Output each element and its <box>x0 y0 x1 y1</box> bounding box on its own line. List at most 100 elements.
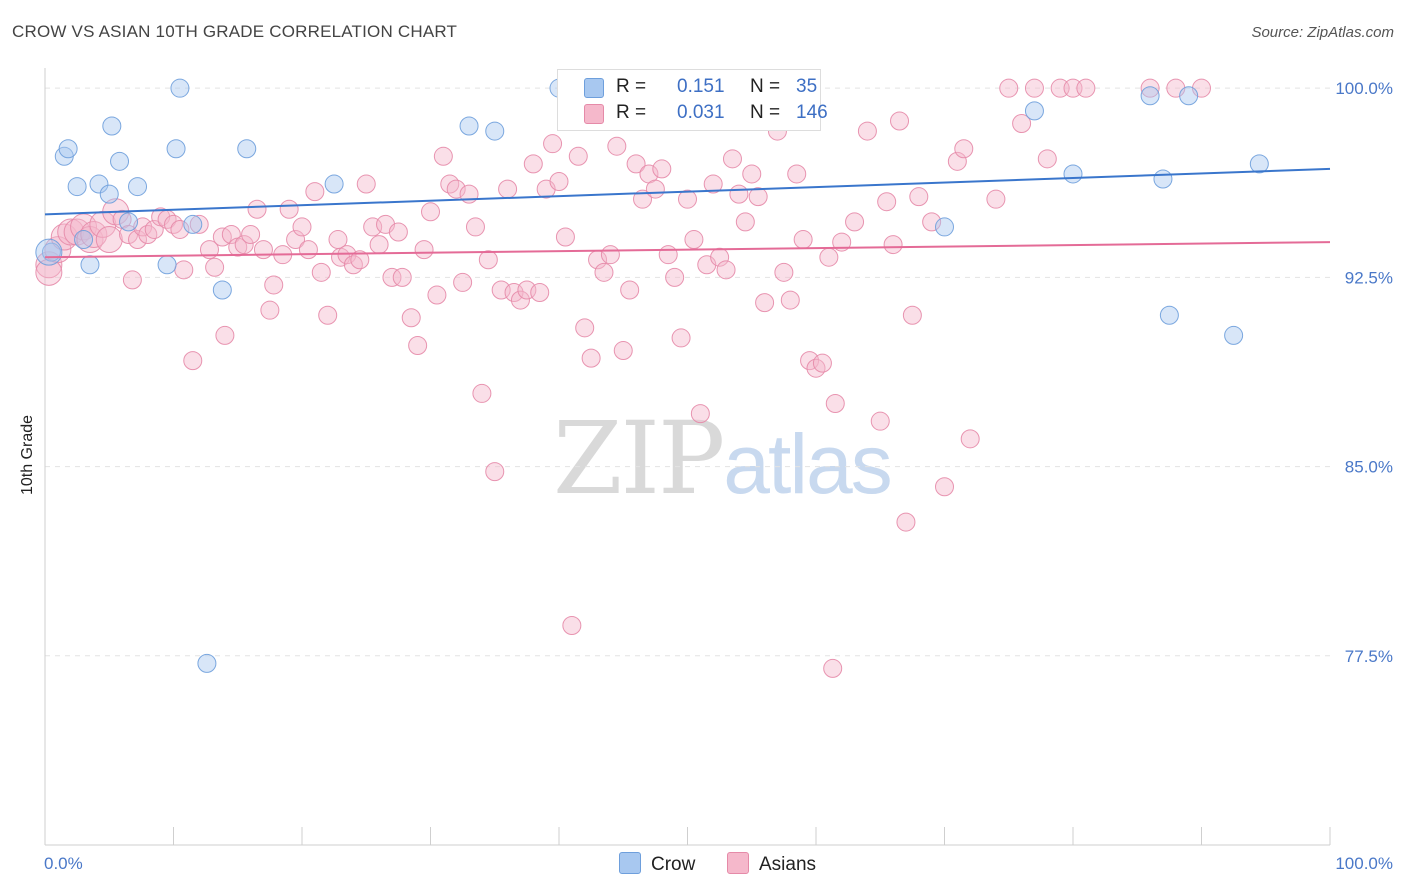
point-crow <box>1159 305 1179 325</box>
watermark-zip: ZIP <box>553 400 725 517</box>
chart-title: CROW VS ASIAN 10TH GRADE CORRELATION CHA… <box>12 22 458 41</box>
point-asians <box>857 121 877 141</box>
point-asians <box>530 283 550 303</box>
point-asians <box>305 182 325 202</box>
point-crow <box>935 217 954 237</box>
point-asians <box>1140 78 1160 98</box>
point-asians <box>286 230 306 250</box>
point-asians <box>870 411 890 431</box>
legend-swatch-asians <box>584 104 604 124</box>
point-asians <box>665 267 685 287</box>
n-value: 35 <box>796 76 818 97</box>
point-asians <box>465 217 485 237</box>
n-label: N = <box>750 76 781 97</box>
point-asians <box>311 262 331 282</box>
y-tick-label: 85.0% <box>1345 458 1393 477</box>
point-asians <box>633 189 653 209</box>
point-asians <box>1012 114 1032 133</box>
point-asians <box>164 214 183 234</box>
point-asians <box>170 219 190 239</box>
point-asians <box>440 174 460 194</box>
legend-swatch-asians <box>727 852 749 874</box>
point-asians <box>748 187 768 207</box>
legend-swatch-crow <box>584 78 604 98</box>
point-asians <box>408 336 428 355</box>
point-asians <box>823 658 843 678</box>
point-crow <box>58 139 78 159</box>
point-asians <box>690 404 710 424</box>
point-asians <box>414 240 434 260</box>
stats-legend: R = 0.151 N = 35 R = 0.031 N = 146 <box>557 69 828 131</box>
legend-swatch-crow <box>619 852 641 874</box>
point-asians <box>729 184 749 204</box>
point-asians <box>472 383 492 403</box>
point-asians <box>523 154 543 174</box>
tick-labels: 100.0% 92.5% 85.0% 77.5% 0.0% 100.0% <box>44 79 1393 873</box>
point-asians <box>684 230 704 250</box>
point-asians <box>819 247 839 267</box>
point-asians <box>453 272 473 292</box>
point-asians <box>890 111 910 131</box>
point-asians <box>710 247 730 267</box>
point-asians <box>607 136 627 156</box>
point-asians <box>954 139 974 159</box>
point-asians <box>774 262 794 282</box>
point-crow <box>1224 325 1244 345</box>
point-asians <box>138 225 158 244</box>
point-asians <box>292 217 312 237</box>
point-asians <box>221 225 241 244</box>
point-asians <box>806 358 826 378</box>
trend-line-crow <box>44 167 1331 216</box>
point-asians <box>279 199 299 219</box>
point-asians <box>318 305 338 325</box>
point-crow <box>1024 101 1044 121</box>
point-asians <box>947 151 967 171</box>
point-asians <box>401 308 421 328</box>
point-asians <box>896 512 916 532</box>
point-asians <box>787 164 807 184</box>
point-asians <box>128 230 148 250</box>
point-asians <box>877 192 897 212</box>
r-value: 0.031 <box>677 102 725 123</box>
x-tick-label-min: 0.0% <box>44 854 83 873</box>
point-crow <box>157 255 177 275</box>
point-asians <box>510 290 530 310</box>
point-asians <box>253 240 273 260</box>
point-asians <box>742 164 762 184</box>
point-asians <box>600 245 620 265</box>
gridlines <box>45 87 1330 657</box>
point-asians <box>555 227 575 247</box>
n-value: 146 <box>796 102 828 123</box>
point-asians <box>80 221 108 248</box>
point-crow <box>1179 86 1199 106</box>
y-tick-label: 92.5% <box>1345 268 1393 287</box>
point-asians <box>722 149 742 169</box>
trend-lines <box>44 167 1331 259</box>
point-asians <box>658 245 678 265</box>
point-asians <box>620 280 640 300</box>
point-asians <box>241 225 261 244</box>
legend-item-crow: Crow <box>619 852 695 876</box>
point-crow <box>67 177 87 197</box>
point-asians <box>543 134 563 154</box>
point-crow <box>485 121 505 141</box>
point-asians <box>793 230 813 250</box>
point-asians <box>260 300 280 320</box>
point-asians <box>999 78 1019 98</box>
point-asians <box>755 293 775 313</box>
point-asians <box>392 267 412 287</box>
point-asians <box>369 235 389 255</box>
point-asians <box>594 262 614 282</box>
point-asians <box>183 351 203 371</box>
point-crow <box>1140 86 1160 106</box>
point-crow <box>183 214 203 234</box>
point-asians <box>735 212 755 232</box>
point-crow <box>1063 164 1083 184</box>
point-asians <box>478 250 498 270</box>
point-crow <box>128 177 148 197</box>
r-value: 0.151 <box>677 76 725 97</box>
point-asians <box>343 255 363 275</box>
r-label: R = <box>616 76 647 97</box>
point-asians <box>703 174 723 194</box>
point-asians <box>575 318 595 338</box>
